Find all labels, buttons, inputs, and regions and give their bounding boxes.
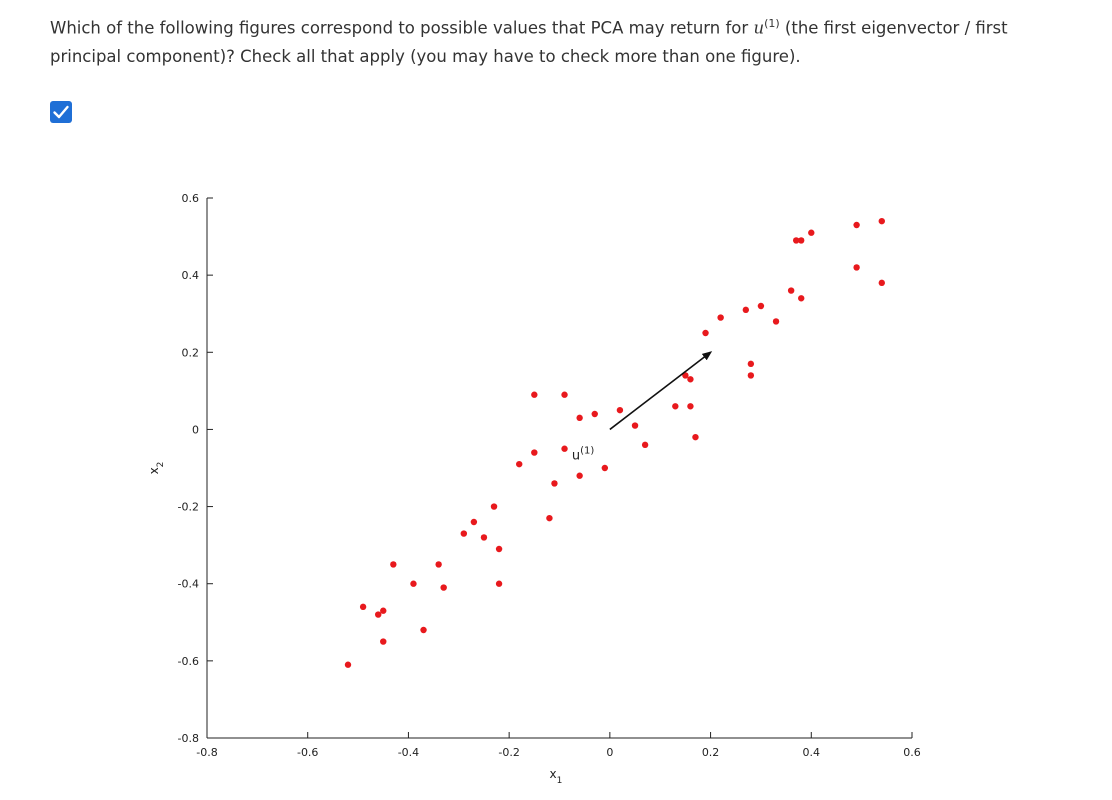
- x-tick-label: -0.6: [297, 746, 318, 759]
- data-point: [375, 611, 382, 618]
- data-point: [798, 237, 805, 244]
- data-point: [531, 449, 538, 456]
- data-point: [490, 503, 498, 510]
- data-point: [390, 561, 397, 568]
- x-tick-label: -0.4: [398, 746, 419, 759]
- data-point: [410, 580, 417, 587]
- data-point: [687, 376, 694, 383]
- data-point: [480, 534, 488, 541]
- x-tick-label: 0.4: [803, 746, 821, 759]
- x-tick-label: 0.6: [903, 746, 921, 759]
- data-point: [682, 372, 689, 379]
- data-point: [601, 464, 609, 472]
- data-point: [380, 607, 387, 614]
- data-point: [631, 422, 639, 429]
- checkmark-icon: [53, 105, 69, 119]
- x-tick-label: -0.8: [196, 746, 217, 759]
- data-point: [495, 580, 503, 587]
- y-tick-label: -0.2: [178, 501, 199, 514]
- x-tick-label: 0: [606, 746, 613, 759]
- data-point: [757, 302, 765, 310]
- data-point: [747, 372, 755, 379]
- data-point: [641, 441, 649, 449]
- x-tick-label: 0.2: [702, 746, 720, 759]
- data-point: [616, 406, 624, 414]
- data-point: [792, 237, 800, 244]
- data-point: [687, 403, 694, 410]
- y-axis-label: x2: [147, 462, 166, 475]
- data-point: [808, 229, 815, 236]
- y-tick-label: -0.6: [178, 655, 199, 668]
- y-tick-label: 0.6: [182, 192, 200, 205]
- x-axis-label: x1: [550, 767, 563, 786]
- question-text: Which of the following figures correspon…: [50, 10, 1010, 71]
- data-point: [742, 306, 750, 314]
- data-point: [380, 638, 387, 645]
- svg-text:x2: x2: [147, 462, 166, 475]
- data-point: [692, 433, 699, 441]
- x-tick-label: -0.2: [498, 746, 519, 759]
- data-point: [576, 472, 583, 479]
- data-point: [878, 279, 885, 287]
- data-point: [460, 530, 468, 537]
- data-point: [787, 287, 795, 294]
- data-point: [561, 445, 568, 452]
- data-point: [878, 217, 885, 225]
- data-point: [576, 414, 583, 422]
- data-point: [772, 318, 780, 325]
- option-checkbox[interactable]: [50, 101, 72, 123]
- eigenvector-superscript: (1): [764, 17, 780, 30]
- data-point: [440, 584, 447, 591]
- eigenvector-label: u(1): [572, 445, 595, 463]
- y-tick-label: -0.8: [178, 732, 199, 745]
- data-point: [435, 561, 442, 568]
- data-point: [420, 626, 427, 634]
- data-point: [672, 403, 679, 410]
- data-point: [717, 314, 724, 321]
- data-point: [344, 661, 352, 668]
- data-point: [359, 603, 367, 611]
- y-tick-label: 0.4: [182, 269, 200, 282]
- data-point: [495, 545, 503, 553]
- data-point: [551, 480, 558, 487]
- y-tick-label: -0.4: [178, 578, 199, 591]
- y-tick-label: 0.2: [182, 346, 200, 359]
- data-point: [853, 264, 860, 271]
- data-point: [531, 391, 538, 398]
- eigenvector-symbol: u: [753, 18, 765, 38]
- data-point: [561, 391, 568, 398]
- data-point: [591, 410, 598, 418]
- data-point: [470, 518, 478, 526]
- eigenvector-arrow: [609, 351, 713, 431]
- data-point: [516, 460, 523, 468]
- data-point: [747, 360, 755, 368]
- data-point: [546, 514, 553, 522]
- y-tick-label: 0: [192, 423, 199, 436]
- data-point: [798, 295, 805, 302]
- data-point: [853, 221, 860, 229]
- question-text-before: Which of the following figures correspon…: [50, 18, 754, 38]
- data-point: [702, 329, 709, 337]
- question-text-after: (the first eigenvector / first principal…: [50, 18, 1008, 66]
